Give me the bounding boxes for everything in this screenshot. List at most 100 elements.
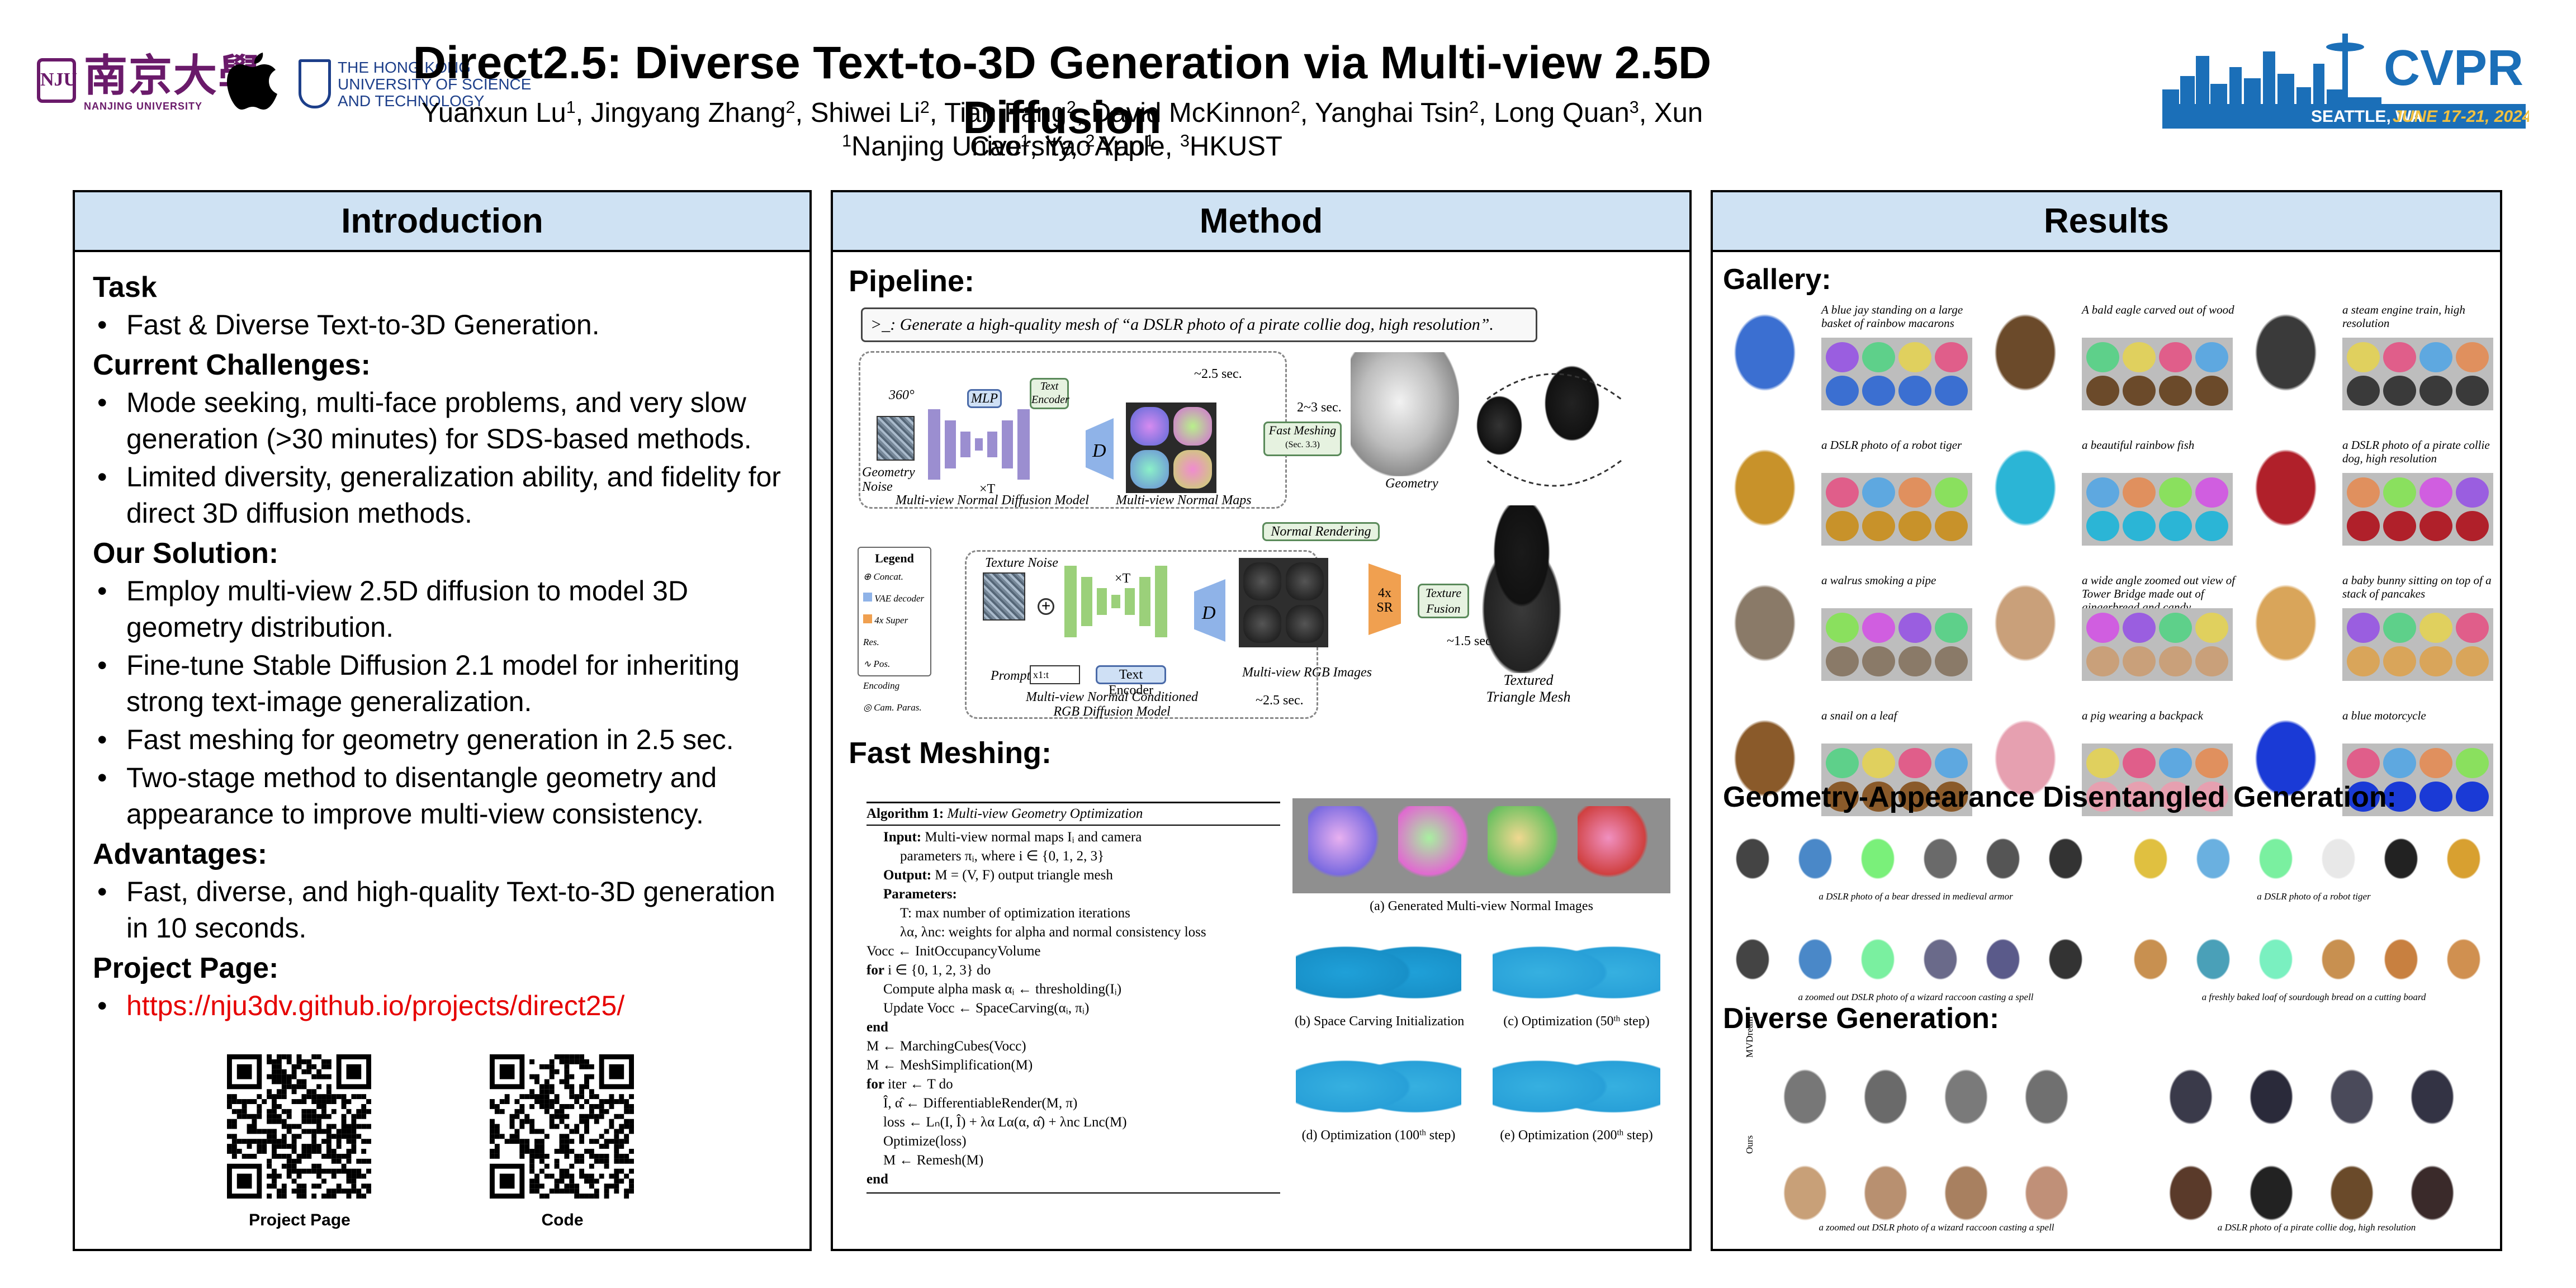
geo-app-render	[2440, 930, 2488, 988]
qr-module	[281, 1139, 287, 1144]
qr-module	[514, 1134, 520, 1139]
author-affiliation: 2	[920, 98, 930, 117]
project-link[interactable]: https://nju3dv.github.io/projects/direct…	[126, 990, 625, 1021]
diverse-render	[1935, 1058, 1997, 1136]
qr-module	[614, 1114, 619, 1119]
project-qr[interactable]: Project Page	[227, 1054, 372, 1230]
qr-module	[311, 1139, 317, 1144]
qr-module	[366, 1168, 371, 1174]
fast-meshing-title: Fast Meshing:	[849, 736, 1052, 770]
qr-module	[281, 1124, 287, 1129]
qr-module	[589, 1074, 594, 1079]
qr-module	[529, 1168, 535, 1174]
qr-module	[281, 1119, 287, 1124]
thumbnail	[1826, 511, 1859, 541]
apple-logo	[227, 53, 277, 110]
qr-module	[574, 1158, 580, 1164]
qr-module	[524, 1149, 530, 1154]
geo-app-caption: a DSLR photo of a bear dressed in mediev…	[1819, 891, 2013, 902]
qr-module	[281, 1194, 287, 1199]
qr-module	[301, 1109, 307, 1114]
qr-module	[291, 1074, 297, 1079]
qr-module	[519, 1144, 525, 1149]
qr-module	[267, 1173, 272, 1179]
author-name: Xun Cao	[970, 98, 1703, 162]
qr-module	[276, 1153, 282, 1159]
qr-module	[267, 1114, 272, 1119]
qr-module	[509, 1139, 515, 1144]
rgb-image-thumb	[1243, 605, 1281, 643]
qr-module	[336, 1188, 342, 1194]
qr-module	[624, 1158, 629, 1164]
qr-module	[276, 1059, 282, 1064]
qr-module	[584, 1194, 589, 1199]
qr-module	[346, 1173, 352, 1179]
qr-module	[619, 1153, 624, 1159]
qr-module	[341, 1104, 347, 1109]
qr-module	[276, 1119, 282, 1124]
qr-module	[539, 1094, 544, 1100]
qr-module	[281, 1079, 287, 1085]
thumbnail	[2123, 376, 2156, 406]
qr-module	[509, 1124, 515, 1129]
gallery-thumbnails	[1821, 338, 1972, 410]
qr-module	[276, 1094, 282, 1100]
qr-module	[316, 1119, 322, 1124]
qr-module	[569, 1089, 575, 1095]
prompt-token-box: x1:t	[1030, 665, 1080, 684]
qr-module	[499, 1064, 515, 1079]
qr-module	[609, 1104, 614, 1109]
cvpr-dates: JUNE 17-21, 2024	[2393, 107, 2529, 126]
qr-module	[281, 1054, 287, 1059]
introduction-panel: Introduction Task Fast & Diverse Text-to…	[73, 190, 812, 1251]
qr-module	[564, 1168, 570, 1174]
code-qr-label: Code	[541, 1211, 584, 1229]
qr-module	[619, 1099, 624, 1104]
qr-module	[604, 1183, 609, 1189]
qr-module	[316, 1104, 322, 1109]
qr-module	[272, 1144, 277, 1149]
gallery-thumbnails	[2342, 473, 2493, 546]
qr-module	[326, 1194, 332, 1199]
qr-module	[554, 1069, 560, 1074]
normal-map-thumb	[1130, 407, 1169, 446]
thumbnail	[2123, 342, 2156, 372]
qr-module	[539, 1084, 544, 1090]
normal-map-thumb	[1173, 450, 1212, 489]
qr-module	[549, 1074, 555, 1079]
optimization-50-figure	[1493, 926, 1660, 1011]
qr-module	[614, 1183, 619, 1189]
legend-item-vae: VAE decoder	[863, 588, 926, 609]
gallery-caption: a steam engine train, high resolution	[2342, 303, 2465, 330]
code-qr[interactable]: Code	[490, 1054, 635, 1230]
algorithm-keyword: Parameters:	[883, 887, 957, 902]
algorithm-line: for i ∈ {0, 1, 2, 3} do	[866, 961, 1280, 980]
algorithm-line: Optimize(loss)	[866, 1132, 1280, 1151]
gallery-object-render	[2244, 580, 2328, 675]
qr-module	[306, 1109, 312, 1114]
qr-module	[336, 1129, 342, 1134]
solution-list: Employ multi-view 2.5D diffusion to mode…	[93, 573, 793, 832]
qr-module	[579, 1158, 585, 1164]
algorithm-keyword: Input:	[883, 830, 922, 845]
qr-module	[569, 1163, 575, 1169]
thumbnail	[2419, 646, 2452, 676]
qr-module	[604, 1144, 609, 1149]
qr-module	[529, 1149, 535, 1154]
qr-module	[306, 1089, 312, 1095]
legend-item-label: Concat.	[873, 571, 903, 582]
qr-module	[524, 1114, 530, 1119]
qr-module	[231, 1144, 237, 1149]
project-link-item: https://nju3dv.github.io/projects/direct…	[93, 988, 793, 1024]
qr-module	[539, 1194, 544, 1199]
qr-module	[356, 1094, 362, 1100]
qr-module	[281, 1089, 287, 1095]
qr-module	[624, 1104, 629, 1109]
algorithm-line: Compute alpha mask αᵢ ← thresholding(Iᵢ)	[866, 980, 1280, 999]
thumbnail	[2456, 782, 2489, 812]
qr-module	[301, 1183, 307, 1189]
qr-module	[247, 1124, 252, 1129]
qr-module	[331, 1158, 337, 1164]
qr-module	[306, 1149, 312, 1154]
qr-module	[306, 1168, 312, 1174]
